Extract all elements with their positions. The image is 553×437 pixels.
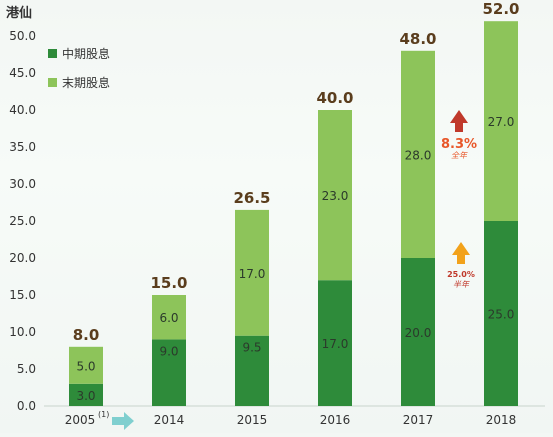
bar-segment [318,280,352,406]
y-tick-label: 25.0 [9,214,36,228]
bar-total-label: 48.0 [399,30,436,48]
y-tick-label: 5.0 [17,362,36,376]
y-tick-label: 35.0 [9,140,36,154]
x-tick-label: 2017 [403,413,434,427]
bar-value-label: 27.0 [488,115,515,129]
bar-segment [484,21,518,222]
bar-value-label: 3.0 [76,389,95,403]
bar-segment [152,295,186,340]
x-tick-label: 2018 [486,413,517,427]
x-tick-label: 2016 [320,413,351,427]
bar-value-label: 9.0 [159,344,178,358]
y-tick-label: 50.0 [9,29,36,43]
bar-segment [235,209,269,336]
bar-value-label: 25.0 [488,308,515,322]
growth-annotation-label: 半年 [453,280,470,289]
bar-segment [152,339,186,406]
right-arrow-icon [112,412,134,430]
bar-total-label: 52.0 [482,0,519,18]
bar-value-label: 9.5 [242,341,261,355]
legend-swatch [48,78,57,87]
y-tick-label: 15.0 [9,288,36,302]
x-tick-footnote: (1) [98,410,109,419]
legend-label: 末期股息 [62,75,110,90]
growth-annotation-value: 25.0% [447,270,475,279]
y-tick-label: 20.0 [9,251,36,265]
bar-segment [401,258,435,406]
bar-segment [69,383,103,406]
x-tick-label: 2005 [65,413,96,427]
bar-segment [69,346,103,384]
y-tick-label: 40.0 [9,103,36,117]
y-tick-label: 0.0 [17,399,36,413]
growth-annotation-value: 8.3% [441,137,477,152]
up-arrow-icon [450,110,468,132]
y-tick-label: 10.0 [9,325,36,339]
bar-value-label: 17.0 [322,337,349,351]
bar-segment [318,110,352,281]
bar-value-label: 23.0 [322,189,349,203]
growth-annotation-label: 全年 [451,151,468,160]
y-tick-label: 30.0 [9,177,36,191]
bar-value-label: 5.0 [76,359,95,373]
bar-value-label: 17.0 [239,267,266,281]
bar-value-label: 28.0 [405,148,432,162]
legend-label: 中期股息 [62,46,110,61]
bar-segment [235,335,269,406]
bar-total-label: 15.0 [150,274,187,292]
y-axis-title: 港仙 [6,5,32,21]
bar-segment [484,221,518,406]
bar-value-label: 20.0 [405,326,432,340]
legend-swatch [48,49,57,58]
up-arrow-icon [452,242,470,264]
bar-total-label: 26.5 [233,189,270,207]
x-tick-label: 2015 [237,413,268,427]
bar-value-label: 6.0 [159,311,178,325]
bar-total-label: 8.0 [73,326,100,344]
y-tick-label: 45.0 [9,66,36,80]
bar-segment [401,50,435,258]
x-tick-label: 2014 [154,413,185,427]
bar-total-label: 40.0 [316,89,353,107]
